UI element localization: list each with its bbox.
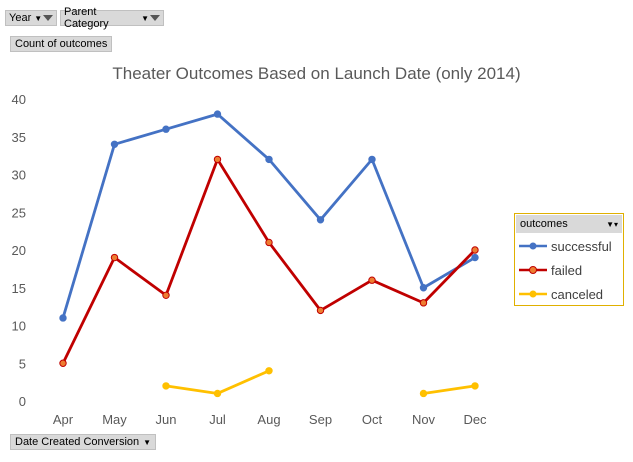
values-field-label: Count of outcomes xyxy=(15,38,108,50)
values-field-button[interactable]: Count of outcomes xyxy=(10,36,113,52)
parent-category-filter-label: Parent Category xyxy=(64,6,109,30)
y-tick-label: 25 xyxy=(12,205,26,220)
x-tick-label: Dec xyxy=(463,412,487,427)
legend-field-button[interactable]: outcomes ▼▾ xyxy=(516,215,622,233)
axis-field-label: Date Created Conversion xyxy=(15,436,140,448)
data-point-failed xyxy=(59,359,67,367)
y-tick-label: 35 xyxy=(12,130,26,145)
axis-field-button[interactable]: Date Created Conversion ▼ xyxy=(10,434,157,450)
data-point-successful xyxy=(162,125,170,133)
data-point-successful xyxy=(59,314,67,322)
legend-label-successful: successful xyxy=(551,238,612,254)
legend-label-canceled: canceled xyxy=(551,286,604,302)
data-point-failed xyxy=(265,238,273,247)
data-point-successful xyxy=(419,284,428,292)
x-tick-label: May xyxy=(102,412,127,427)
year-filter-label: Year xyxy=(9,12,32,24)
data-point-failed xyxy=(471,246,479,254)
data-point-canceled xyxy=(213,389,222,398)
data-point-successful xyxy=(213,110,222,118)
dropdown-arrow-icon: ▼ xyxy=(141,13,149,23)
legend-marker-failed xyxy=(519,266,547,274)
y-tick-label: 40 xyxy=(12,92,26,107)
series-line-successful xyxy=(61,112,476,319)
data-point-canceled xyxy=(419,389,428,398)
x-tick-label: Oct xyxy=(362,412,383,427)
data-point-successful xyxy=(110,140,119,149)
legend-marker-canceled xyxy=(519,290,547,298)
data-point-canceled xyxy=(162,382,170,390)
legend-item-failed: failed xyxy=(515,258,623,282)
legend-item-canceled: canceled xyxy=(515,282,623,306)
data-point-failed xyxy=(419,299,428,307)
data-point-canceled xyxy=(265,367,273,375)
data-point-successful xyxy=(471,253,479,262)
dropdown-arrow-icon: ▼ xyxy=(143,437,152,447)
filter-funnel-icon xyxy=(43,15,54,21)
series-line-canceled xyxy=(423,384,476,395)
data-point-failed xyxy=(316,306,325,315)
parent-category-filter-button[interactable]: Parent Category ▼ xyxy=(60,6,164,30)
legend-marker-successful xyxy=(519,242,547,250)
data-point-failed xyxy=(368,276,376,284)
data-point-failed xyxy=(162,291,170,299)
x-tick-label: Jun xyxy=(156,412,177,427)
legend-item-successful: successful xyxy=(515,234,623,258)
y-tick-label: 30 xyxy=(12,168,26,183)
data-point-successful xyxy=(316,216,325,224)
data-point-canceled xyxy=(471,382,479,390)
data-point-failed xyxy=(110,253,119,262)
data-point-successful xyxy=(368,155,376,164)
y-tick-label: 15 xyxy=(12,281,26,296)
y-tick-label: 0 xyxy=(19,394,26,409)
year-filter-button[interactable]: Year ▼ xyxy=(5,10,57,26)
y-tick-label: 5 xyxy=(19,356,26,371)
filter-funnel-icon xyxy=(150,15,160,21)
data-point-failed xyxy=(213,155,222,164)
y-tick-label: 10 xyxy=(12,319,26,334)
legend-label-failed: failed xyxy=(551,262,583,278)
dropdown-arrow-icon: ▼ xyxy=(34,13,43,23)
data-point-successful xyxy=(265,155,273,164)
legend-title: outcomes xyxy=(520,218,568,230)
x-tick-label: Aug xyxy=(257,412,280,427)
x-tick-label: Jul xyxy=(209,412,226,427)
chart-legend: outcomes ▼▾ successful failed canceled xyxy=(514,213,624,306)
x-tick-label: Apr xyxy=(53,412,74,427)
x-tick-label: Sep xyxy=(309,412,332,427)
chart-title: Theater Outcomes Based on Launch Date (o… xyxy=(112,64,521,83)
y-tick-label: 20 xyxy=(12,243,26,258)
x-tick-label: Nov xyxy=(412,412,436,427)
legend-filter-icon: ▼▾ xyxy=(606,219,618,229)
